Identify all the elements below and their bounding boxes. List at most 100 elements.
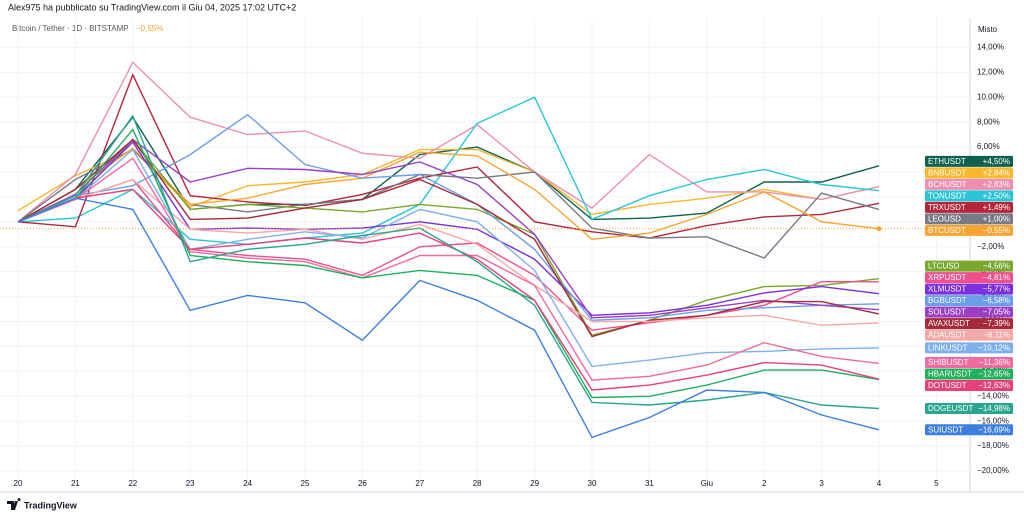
series-line xyxy=(17,148,880,216)
y-tick-label: −2,00% xyxy=(977,242,1004,251)
series-line xyxy=(17,61,880,223)
x-tick-label: 29 xyxy=(530,479,539,488)
badge-value: +2,84% xyxy=(983,168,1010,177)
badge-bg xyxy=(925,357,1013,369)
badge-value: −5,77% xyxy=(983,285,1010,294)
price-badge: BNBUSDT +2,84% xyxy=(925,167,1013,179)
badge-name: AVAXUSDT xyxy=(928,319,970,328)
badge-value: −10,12% xyxy=(978,344,1010,353)
badge-value: −7,39% xyxy=(983,319,1010,328)
badge-bg xyxy=(925,201,1013,213)
badge-name: TONUSDT xyxy=(928,191,967,200)
series-line xyxy=(17,115,880,223)
badge-value: −14,98% xyxy=(978,404,1010,413)
x-tick-label: 4 xyxy=(877,479,882,488)
badge-bg xyxy=(925,155,1013,167)
last-value-dot xyxy=(876,226,882,232)
price-badge: SUIUSDT −16,69% xyxy=(925,424,1013,436)
price-badge: BCHUSDT +2,83% xyxy=(925,178,1013,190)
badge-name: BCHUSDT xyxy=(928,180,967,189)
scale-mode: Misto xyxy=(978,25,998,34)
badge-name: BGBUSDT xyxy=(928,296,967,305)
series-line xyxy=(17,147,880,241)
badge-name: SHIBUSDT xyxy=(928,358,969,367)
price-badge: LTCUSD −4,56% xyxy=(925,260,1013,272)
series-line xyxy=(17,157,880,381)
badge-bg xyxy=(925,272,1013,284)
badge-bg xyxy=(925,260,1013,272)
badge-bg xyxy=(925,213,1013,225)
x-tick-label: 5 xyxy=(934,479,939,488)
series-line xyxy=(17,114,880,410)
badge-value: −8,11% xyxy=(983,331,1010,340)
y-tick-label: 6,00% xyxy=(977,142,1000,151)
badge-name: DOTUSDT xyxy=(928,381,967,390)
badge-value: −12,63% xyxy=(978,381,1010,390)
series-line xyxy=(17,141,880,317)
y-tick-label: 14,00% xyxy=(977,43,1004,52)
x-tick-label: 31 xyxy=(645,479,654,488)
series-line xyxy=(17,148,880,368)
badge-name: TRXUSDT xyxy=(928,203,966,212)
price-badge: BGBUSDT −6,58% xyxy=(925,295,1013,307)
badge-name: SOLUSDT xyxy=(928,308,966,317)
badge-bg xyxy=(925,190,1013,202)
series-line xyxy=(17,197,880,439)
badge-name: BNBUSDT xyxy=(928,168,966,177)
badge-name: LINKUSDT xyxy=(928,344,968,353)
badge-name: DOGEUSDT xyxy=(928,404,973,413)
badge-value: −4,56% xyxy=(983,262,1010,271)
badge-value: +4,50% xyxy=(983,157,1010,166)
badge-name: SUIUSDT xyxy=(928,425,963,434)
price-badge: TONUSDT +2,50% xyxy=(925,190,1013,202)
price-badge: AVAXUSDT −7,39% xyxy=(925,318,1013,330)
badge-bg xyxy=(925,329,1013,341)
y-tick-label: 10,00% xyxy=(977,92,1004,101)
badge-value: −6,58% xyxy=(983,296,1010,305)
price-badge: TRXUSDT +1,49% xyxy=(925,201,1013,213)
x-tick-label: 20 xyxy=(14,479,23,488)
badge-bg xyxy=(925,224,1013,236)
logo-icon xyxy=(7,497,21,510)
series-line xyxy=(17,138,880,319)
x-tick-label: 21 xyxy=(71,479,80,488)
badge-bg xyxy=(925,178,1013,190)
logo-text: TradingView xyxy=(24,500,78,510)
symbol-change: −0,55% xyxy=(136,24,163,33)
badge-value: −11,36% xyxy=(979,358,1010,367)
badge-value: +2,83% xyxy=(983,180,1010,189)
x-tick-label: 2 xyxy=(762,479,767,488)
price-badge: LEOUSD +1,00% xyxy=(925,213,1013,225)
series-line xyxy=(17,188,880,391)
price-badge: ETHUSDT +4,50% xyxy=(925,155,1013,167)
badge-bg xyxy=(925,380,1013,392)
x-tick-label: 23 xyxy=(186,479,195,488)
series-line xyxy=(17,138,880,338)
badge-name: LTCUSD xyxy=(928,262,960,271)
badge-bg xyxy=(925,295,1013,307)
badge-bg xyxy=(925,402,1013,414)
y-tick-label: 12,00% xyxy=(977,67,1004,76)
badge-name: ETHUSDT xyxy=(928,157,966,166)
price-badge: BTCUSDT −0,55% xyxy=(925,224,1013,236)
badge-name: ADAUSDT xyxy=(928,331,966,340)
price-badge: DOTUSDT −12,63% xyxy=(925,380,1013,392)
price-badge: LINKUSDT −10,12% xyxy=(925,342,1013,354)
badge-value: +2,50% xyxy=(983,191,1010,200)
badge-value: +1,49% xyxy=(983,203,1010,212)
y-tick-label: −20,00% xyxy=(977,466,1009,475)
x-tick-label: 28 xyxy=(473,479,482,488)
badge-name: XLMUSDT xyxy=(928,285,966,294)
x-tick-label: 30 xyxy=(588,479,597,488)
badge-bg xyxy=(925,318,1013,330)
badge-value: −12,65% xyxy=(978,370,1010,379)
badge-value: −4,81% xyxy=(983,273,1010,282)
y-tick-label: 8,00% xyxy=(977,117,1000,126)
price-badge: XRPUSDT −4,81% xyxy=(925,272,1013,284)
badge-bg xyxy=(925,167,1013,179)
price-badge: SHIBUSDT −11,36% xyxy=(925,357,1013,369)
badge-bg xyxy=(925,306,1013,318)
badge-bg xyxy=(925,283,1013,295)
